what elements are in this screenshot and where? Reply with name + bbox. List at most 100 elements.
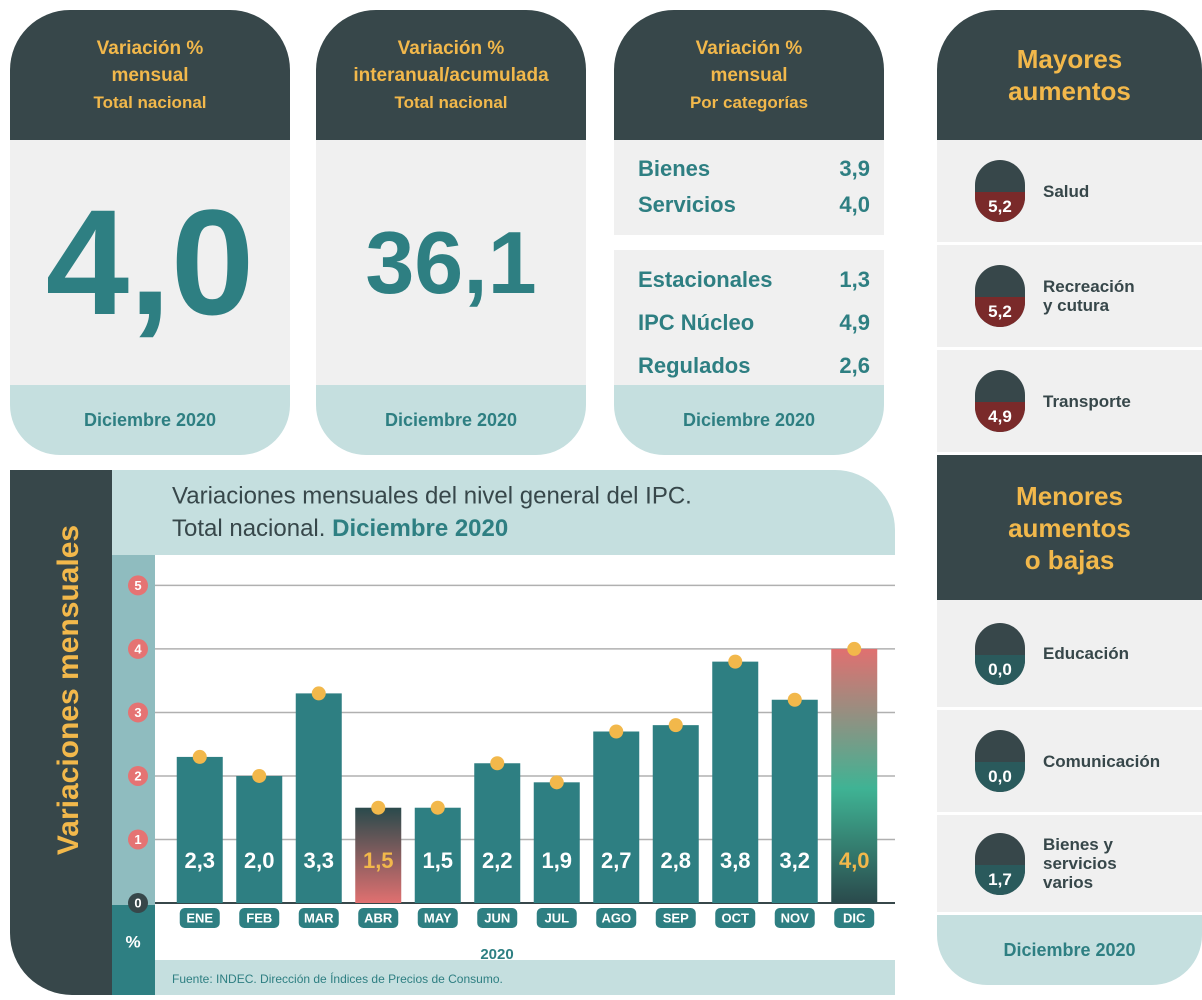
chart-title: Variaciones mensuales del nivel general … xyxy=(172,482,692,509)
side-title: aumentos xyxy=(1008,76,1131,106)
y-tick-label: 0 xyxy=(134,895,141,910)
value-label: 2,2 xyxy=(482,848,513,873)
tick-badge xyxy=(128,638,148,659)
chart-title-part: Total nacional. xyxy=(172,515,325,542)
value-label: 2,0 xyxy=(244,848,275,873)
bar-dot xyxy=(847,641,862,656)
side-item: 5,2 Recreación y cutura xyxy=(937,245,1202,350)
label-line: Bienes y xyxy=(1043,835,1113,854)
side-title: o bajas xyxy=(1024,544,1115,575)
item-label: Bienes y servicios varios xyxy=(1043,835,1117,892)
x-tick-label: OCT xyxy=(722,910,750,925)
item-value: 0,0 xyxy=(975,654,1025,685)
y-tick-label: 1 xyxy=(134,832,141,847)
x-tick-label: NOV xyxy=(781,910,810,925)
label-line: Educación xyxy=(1043,644,1129,663)
card-value: 4,0 xyxy=(10,140,290,385)
side-title: Menores xyxy=(1016,480,1123,511)
tick-badge xyxy=(128,702,148,723)
bar-dot xyxy=(192,749,207,764)
category-name: Estacionales xyxy=(638,266,773,292)
bar xyxy=(176,756,223,903)
value-label: 3,3 xyxy=(303,848,334,873)
bar-dot xyxy=(430,800,445,815)
item-label: Recreación y cutura xyxy=(1043,277,1135,315)
icon: 0,0 xyxy=(975,730,1025,792)
tick-badge xyxy=(128,575,148,596)
bar xyxy=(414,807,461,903)
icon: 1,7 xyxy=(975,832,1025,895)
category-value: 3,9 xyxy=(839,156,870,181)
x-tick-badge xyxy=(655,908,696,928)
x-tick-label: FEB xyxy=(246,910,272,925)
label-line: Recreación xyxy=(1043,277,1135,296)
category-row: Bienes 3,9 xyxy=(614,156,884,192)
y-tick-label: 3 xyxy=(134,705,141,720)
card-footer: Diciembre 2020 xyxy=(10,385,290,455)
icon: 4,9 xyxy=(975,370,1025,432)
bar xyxy=(593,731,640,903)
unit-band xyxy=(112,905,155,995)
card-title: Variación % xyxy=(695,37,803,59)
source: Fuente: INDEC. Dirección de Índices de P… xyxy=(172,971,503,986)
card-title: Por categorías xyxy=(689,92,809,112)
card-title: Total nacional xyxy=(394,92,508,112)
value-label: 2,3 xyxy=(184,848,215,873)
label-line: y cutura xyxy=(1043,296,1110,315)
title-band xyxy=(112,470,895,555)
bar xyxy=(355,807,402,903)
bar-dot xyxy=(371,800,386,815)
y-axis-label: Variaciones mensuales xyxy=(52,525,85,855)
chart-title-part: Diciembre 2020 xyxy=(332,515,508,542)
item-label: Salud xyxy=(1043,182,1089,201)
value-label: 1,5 xyxy=(363,848,394,873)
x-tick-label: MAR xyxy=(304,910,334,925)
bar xyxy=(236,775,283,903)
label-line: varios xyxy=(1043,873,1094,892)
x-tick-label: SEP xyxy=(663,910,689,925)
y-tick-label: 2 xyxy=(134,768,141,783)
value-label: 1,9 xyxy=(541,848,572,873)
x-tick-label: AGO xyxy=(601,910,631,925)
bar xyxy=(474,763,521,903)
x-tick-label: JUL xyxy=(544,910,569,925)
card-value: 36,1 xyxy=(316,140,586,385)
bar-dot xyxy=(252,768,267,783)
item-value: 4,9 xyxy=(975,402,1025,432)
category-value: 4,9 xyxy=(839,309,870,335)
category-row: Regulados 2,6 xyxy=(614,344,884,387)
x-tick-badge xyxy=(715,908,756,928)
x-tick-label: DIC xyxy=(843,910,866,925)
category-name: Regulados xyxy=(638,352,751,378)
side-title: Mayores xyxy=(1016,44,1123,74)
side-title: aumentos xyxy=(1008,512,1131,543)
value-label: 2,7 xyxy=(601,848,632,873)
card-footer: Diciembre 2020 xyxy=(316,385,586,455)
icon: 0,0 xyxy=(975,622,1025,685)
category-row: Servicios 4,0 xyxy=(614,192,884,228)
bar-dot xyxy=(490,756,505,771)
item-value: 5,2 xyxy=(975,297,1025,327)
category-name: Servicios xyxy=(638,192,736,217)
category-box: Estacionales 1,3 IPC Núcleo 4,9 Regulados 2… xyxy=(614,250,884,385)
value-label: 1,5 xyxy=(422,848,453,873)
bar xyxy=(771,699,818,903)
card-header: Variación % mensual Por categorías xyxy=(614,10,884,140)
x-tick-badge xyxy=(298,908,339,928)
card-title: Variación % xyxy=(397,37,505,59)
y-tick-label: 4 xyxy=(134,641,142,656)
x-tick-badge xyxy=(417,908,458,928)
bar-dot xyxy=(609,724,624,739)
item-label: Transporte xyxy=(1043,392,1131,411)
x-tick-badge xyxy=(179,908,220,928)
card-header: Variación % interanual/acumulada Total n… xyxy=(316,10,586,140)
side-item: 0,0 Comunicación xyxy=(937,710,1202,815)
item-value: 1,7 xyxy=(975,864,1025,895)
x-axis-label: 2020 xyxy=(480,946,513,963)
category-box: Bienes 3,9 Servicios 4,0 xyxy=(614,140,884,235)
category-value: 1,3 xyxy=(839,266,870,292)
x-tick-badge xyxy=(774,908,815,928)
category-name: Bienes xyxy=(638,156,711,181)
x-tick-label: ABR xyxy=(364,910,393,925)
